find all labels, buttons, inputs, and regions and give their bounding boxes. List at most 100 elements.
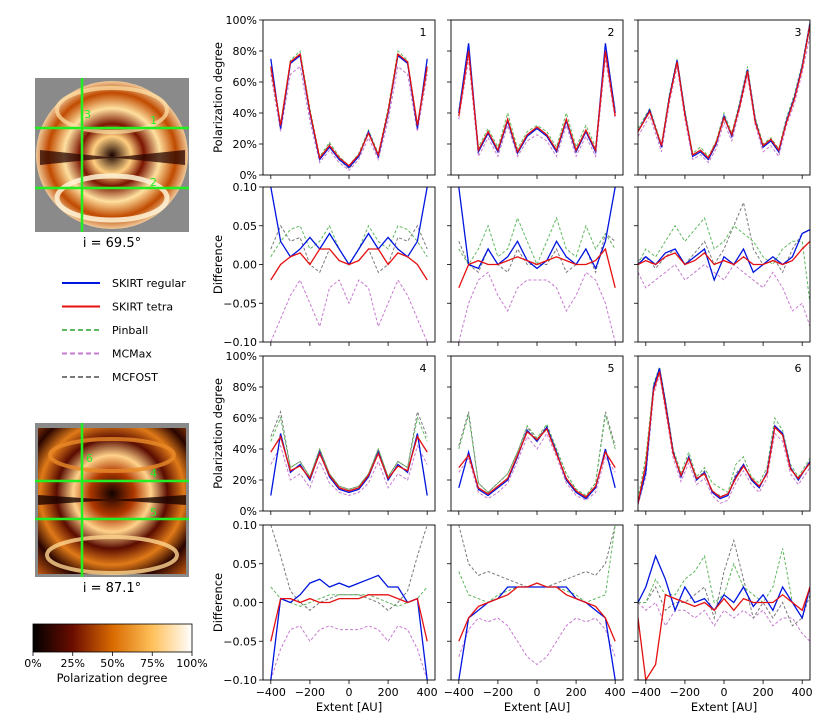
xtick-6-difference-0: −400: [631, 686, 661, 699]
ytick-1-0: 0%: [240, 169, 257, 182]
series-4-difference-skirt-regular: [270, 574, 428, 680]
series-4-difference-skirt-tetra: [270, 594, 428, 642]
xtick-5-difference-4: 400: [605, 686, 626, 699]
xtick-4-difference-2: 0: [346, 686, 353, 699]
colorbar: [32, 623, 193, 653]
series-3-difference-mcmax: [638, 263, 810, 327]
series-4-difference-pinball: [270, 586, 428, 607]
ytick-1-3: 60%: [233, 76, 257, 89]
series-6-pinball: [638, 364, 810, 499]
xtick-5-difference-0: −400: [444, 686, 474, 699]
panel-label-5: 5: [608, 362, 615, 375]
series-3-difference-pinball: [638, 216, 810, 304]
series-5-skirt-regular: [458, 425, 616, 500]
xtick-5-difference-1: −200: [483, 686, 513, 699]
ytick-4-4: 80%: [233, 381, 257, 394]
series-1-skirt-regular: [270, 54, 428, 169]
xtick-6-difference-3: 200: [753, 686, 774, 699]
legend: SKIRT regular SKIRT tetra Pinball MCMax MCFO…: [62, 277, 186, 384]
series-1-pinball: [270, 49, 428, 167]
series-3-difference-mcfost: [638, 200, 810, 274]
x-axis-label-4-difference: Extent [AU]: [316, 700, 382, 714]
series-4-difference-mcfost: [270, 525, 428, 611]
xtick-4-difference-3: 200: [378, 686, 399, 699]
series-5-skirt-tetra: [458, 427, 616, 498]
series-4-pinball: [270, 416, 428, 490]
panel-2: 2: [447, 19, 624, 179]
series-1-difference-mcmax: [270, 278, 428, 342]
ytick-4-difference-1: −0.05: [223, 635, 257, 648]
series-5-difference-mcmax: [458, 617, 616, 666]
series-3-mcfost: [638, 27, 810, 161]
xtick-6-difference-2: 0: [721, 686, 728, 699]
series-6-difference-skirt-tetra: [638, 586, 810, 680]
series-5-mcfost: [458, 411, 616, 497]
image-caption-87: i = 87.1°: [83, 581, 141, 596]
panel-4-difference: −0.10 −0.05 0.00 0.05 0.10 −400 −200 0 200 400 Ext…: [211, 519, 438, 714]
panel-frame-2: [450, 19, 624, 176]
panel-3-difference: [634, 186, 811, 346]
panel-6: 6: [634, 355, 811, 515]
y-axis-label-1-difference: Difference: [211, 235, 225, 294]
panel-label-4: 4: [420, 362, 427, 375]
legend-label-2: Pinball: [112, 324, 148, 337]
ytick-1-difference-1: −0.05: [223, 297, 257, 310]
panel-label-1: 1: [420, 26, 427, 39]
series-2-difference-pinball: [458, 216, 616, 266]
series-5-difference-mcfost: [458, 525, 616, 588]
series-2-skirt-tetra: [458, 50, 616, 154]
colorbar-tick-3: 75%: [140, 657, 164, 670]
series-3-mcmax: [638, 35, 810, 164]
panel-label-3: 3: [795, 26, 802, 39]
series-2-mcfost: [458, 50, 616, 154]
panel-frame-4: [262, 355, 436, 512]
series-1-difference-skirt-regular: [270, 187, 428, 266]
panel-2-difference: [447, 186, 624, 346]
ytick-4-0: 0%: [240, 505, 257, 518]
series-5-difference-pinball: [458, 525, 616, 604]
colorbar-tick-0: 0%: [24, 657, 41, 670]
panel-frame-1: [262, 19, 436, 176]
xtick-5-difference-2: 0: [534, 686, 541, 699]
ytick-4-difference-3: 0.05: [233, 558, 258, 571]
xtick-4-difference-0: −400: [256, 686, 286, 699]
panel-1: 0% 20% 40% 60% 80% 100% 1 Polarization degree: [211, 14, 436, 182]
series-6-mcmax: [638, 374, 810, 505]
panel-label-2: 2: [608, 26, 615, 39]
series-2-mcmax: [458, 58, 616, 159]
ytick-1-difference-4: 0.10: [233, 181, 258, 194]
series-3-skirt-tetra: [638, 24, 810, 159]
series-4-mcmax: [270, 444, 428, 497]
ytick-4-difference-0: −0.10: [223, 674, 257, 687]
series-2-pinball: [458, 47, 616, 150]
panel-frame-5-difference: [450, 524, 624, 681]
ytick-4-5: 100%: [226, 350, 257, 363]
colorbar-tick-4: 100%: [176, 657, 207, 670]
panel-5-difference: −400 −200 0 200 400 Extent [AU]: [444, 524, 626, 714]
xtick-6-difference-1: −200: [670, 686, 700, 699]
ytick-4-1: 20%: [233, 474, 257, 487]
cut-label-1: 1: [150, 114, 157, 127]
series-5-difference-skirt-regular: [458, 586, 616, 680]
ytick-1-difference-0: −0.10: [223, 336, 257, 349]
series-5-difference-skirt-tetra: [458, 582, 616, 642]
series-2-skirt-regular: [458, 43, 616, 155]
series-3-pinball: [638, 21, 810, 158]
series-3-skirt-regular: [638, 22, 810, 161]
ytick-4-3: 60%: [233, 412, 257, 425]
cut-label-3: 3: [84, 108, 91, 121]
series-2-difference-skirt-tetra: [458, 247, 616, 289]
colorbar-tick-2: 50%: [100, 657, 124, 670]
ytick-1-4: 80%: [233, 45, 257, 58]
ytick-4-difference-2: 0.00: [233, 597, 258, 610]
panel-4: 0% 20% 40% 60% 80% 100% 4 Polarization degree: [211, 350, 436, 518]
series-6-difference-mcfost: [638, 538, 810, 627]
ytick-1-2: 40%: [233, 107, 257, 120]
cut-label-5: 5: [150, 506, 157, 519]
series-4-difference-mcmax: [270, 625, 428, 680]
y-axis-label-1: Polarization degree: [211, 42, 225, 153]
x-axis-label-6-difference: Extent [AU]: [691, 700, 757, 714]
series-1-skirt-tetra: [270, 52, 428, 167]
colorbar-tick-1: 25%: [61, 657, 85, 670]
